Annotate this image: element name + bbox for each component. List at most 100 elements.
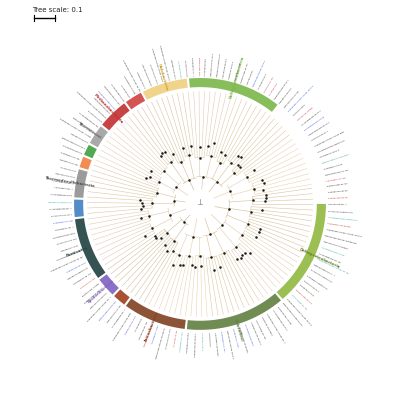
Text: Thermodesulfobacterium MAG-2: Thermodesulfobacterium MAG-2 <box>158 44 169 80</box>
Circle shape <box>187 191 213 217</box>
Text: Thermodesulfobacterium MAG-2: Thermodesulfobacterium MAG-2 <box>326 229 362 237</box>
Text: Candidatus str. A: Candidatus str. A <box>54 187 72 190</box>
Text: Thermodesulfobacterium MAG-2: Thermodesulfobacterium MAG-2 <box>286 298 312 326</box>
Text: Methanosarcina MAG-1: Methanosarcina MAG-1 <box>72 117 94 133</box>
Text: Thermodesulfobacterium bin1: Thermodesulfobacterium bin1 <box>314 131 345 147</box>
Text: Pyrococcus MAG-1: Pyrococcus MAG-1 <box>51 214 72 217</box>
Text: Uncultured isolate: Uncultured isolate <box>297 107 314 121</box>
Text: Archaeoglobus sp. M1: Archaeoglobus sp. M1 <box>318 253 341 263</box>
Polygon shape <box>100 274 119 295</box>
Text: Epsilonbacteria: Epsilonbacteria <box>87 279 115 304</box>
Text: Clostridium bacterium: Clostridium bacterium <box>97 90 114 109</box>
Text: Clostridium str. A: Clostridium str. A <box>191 57 193 76</box>
Text: Tree scale: 0.1: Tree scale: 0.1 <box>32 7 82 13</box>
Text: Thermococcus sp.: Thermococcus sp. <box>328 197 348 199</box>
Text: Uncultured archaeon: Uncultured archaeon <box>141 64 151 86</box>
Text: Thermococcus bin1: Thermococcus bin1 <box>125 315 137 335</box>
Text: Thermococcus MAG-1: Thermococcus MAG-1 <box>194 332 196 357</box>
Text: Thermococcus MAG-2: Thermococcus MAG-2 <box>250 322 260 345</box>
Text: Methanobacterium bacterium: Methanobacterium bacterium <box>324 235 357 244</box>
Text: Methanobacterium MAG-1: Methanobacterium MAG-1 <box>253 60 266 88</box>
Text: Deltaproteobacteria: Deltaproteobacteria <box>299 248 341 270</box>
Text: Halobacterium MAG-1: Halobacterium MAG-1 <box>274 79 290 100</box>
Text: Clostridium clone: Clostridium clone <box>232 328 238 347</box>
Text: Pyrococcus sp. M1: Pyrococcus sp. M1 <box>56 239 77 246</box>
Text: Archaeal MAG-2: Archaeal MAG-2 <box>258 74 268 90</box>
Text: Candidatus archaeon: Candidatus archaeon <box>214 331 218 355</box>
Text: Bacterial MAG-1: Bacterial MAG-1 <box>229 61 234 79</box>
Text: Firmicutes: Firmicutes <box>66 246 89 259</box>
Text: Desulfovibrio archaeon: Desulfovibrio archaeon <box>322 241 348 249</box>
Text: Smithella MAG-1: Smithella MAG-1 <box>303 280 319 292</box>
Text: Archaeoglobus str. A: Archaeoglobus str. A <box>49 208 72 210</box>
Text: Thermodesulfobacterium archaeon: Thermodesulfobacterium archaeon <box>76 91 106 118</box>
Text: Geobacter isolate: Geobacter isolate <box>279 88 292 104</box>
Text: Spirochaeta sp. M1: Spirochaeta sp. M1 <box>255 319 266 339</box>
Text: Archaeoglobus str. A: Archaeoglobus str. A <box>112 308 126 328</box>
Text: Pyrococcus bacterium: Pyrococcus bacterium <box>328 210 353 213</box>
Text: Bacterial MAG-1: Bacterial MAG-1 <box>136 71 146 88</box>
Text: Desulfovibrio isolate: Desulfovibrio isolate <box>90 292 108 309</box>
Text: Pyrococcus sp. M1: Pyrococcus sp. M1 <box>166 329 172 349</box>
Text: Pelotomaculum MAG-2: Pelotomaculum MAG-2 <box>56 250 81 261</box>
Text: Archaeal isolate: Archaeal isolate <box>177 59 181 77</box>
Text: Pyrococcus bacterium: Pyrococcus bacterium <box>310 269 332 283</box>
Text: Thermodesulfobacterium sp. B2: Thermodesulfobacterium sp. B2 <box>316 258 348 274</box>
Text: Chlorobium isolate: Chlorobium isolate <box>122 76 134 94</box>
Text: Archaeoglobus bin1: Archaeoglobus bin1 <box>50 194 72 197</box>
Polygon shape <box>187 293 281 330</box>
Text: Bacterial bacterium: Bacterial bacterium <box>277 306 291 324</box>
Text: Thermodesulfobacterium clone: Thermodesulfobacterium clone <box>151 48 163 82</box>
Text: Pelotomaculum clone: Pelotomaculum clone <box>320 247 344 256</box>
Polygon shape <box>90 126 108 147</box>
Text: Desulfovibrio bin1: Desulfovibrio bin1 <box>55 173 74 178</box>
Text: Syntrophus sp. B2: Syntrophus sp. B2 <box>60 152 80 160</box>
Text: Archaeal bin1: Archaeal bin1 <box>134 318 142 332</box>
Text: Uncultured sp. M1: Uncultured sp. M1 <box>139 321 148 340</box>
Polygon shape <box>74 200 84 217</box>
Text: Clostridium bin1: Clostridium bin1 <box>299 284 314 297</box>
Text: Bacterial archaeon: Bacterial archaeon <box>261 316 272 335</box>
Text: Thermodesulfobacterium MAG-1: Thermodesulfobacterium MAG-1 <box>288 85 314 112</box>
Text: Syntrophus sp. M1: Syntrophus sp. M1 <box>180 331 184 352</box>
Polygon shape <box>143 79 188 100</box>
Text: Chlorobium str. A: Chlorobium str. A <box>55 227 74 231</box>
Text: Archaeal MAG-2: Archaeal MAG-2 <box>201 332 203 350</box>
Text: Syntrophus archaeon: Syntrophus archaeon <box>327 223 350 227</box>
Polygon shape <box>277 204 326 299</box>
Text: Bacteroides sp. B2: Bacteroides sp. B2 <box>327 183 348 187</box>
Polygon shape <box>114 289 130 305</box>
Text: Pyrococcus sp.: Pyrococcus sp. <box>184 60 187 76</box>
Text: Bacteroides isolate: Bacteroides isolate <box>82 283 100 297</box>
Text: Methanosarcina MAG-1: Methanosarcina MAG-1 <box>61 137 85 149</box>
Text: Thermococcus sp.: Thermococcus sp. <box>328 190 348 193</box>
Text: Thermodesulfobacterium sp. B2: Thermodesulfobacterium sp. B2 <box>50 256 83 272</box>
Text: Archaeal isolate: Archaeal isolate <box>204 58 206 76</box>
Text: Thermococci: Thermococci <box>78 122 103 141</box>
Text: Desulfovibrio sp. B2: Desulfovibrio sp. B2 <box>284 90 300 108</box>
Text: Pelotomaculum bacterium: Pelotomaculum bacterium <box>317 139 345 152</box>
Text: Spirochaeta sp. M1: Spirochaeta sp. M1 <box>291 294 307 310</box>
Text: Syntrophus sp. B2: Syntrophus sp. B2 <box>53 220 73 224</box>
Text: Halobacteria: Halobacteria <box>157 63 168 91</box>
Text: Thermodesulfobacteria: Thermodesulfobacteria <box>44 176 95 188</box>
Text: Archaeal sp. B2: Archaeal sp. B2 <box>174 330 178 347</box>
Text: Archaeoglobus str. A: Archaeoglobus str. A <box>51 179 73 185</box>
Text: Pyrococcus bin1: Pyrococcus bin1 <box>87 110 102 123</box>
Text: Geobacter bacterium: Geobacter bacterium <box>68 267 89 280</box>
Text: Desulfovibrio sp. B2: Desulfovibrio sp. B2 <box>107 305 122 323</box>
Text: Bacteroides MAG-2: Bacteroides MAG-2 <box>295 289 312 305</box>
Text: Methanobacterota: Methanobacterota <box>93 93 124 125</box>
Text: Clostridium isolate: Clostridium isolate <box>187 332 190 353</box>
Text: Pelotomaculum sp.: Pelotomaculum sp. <box>62 145 82 154</box>
Text: Pyrococcus sp.: Pyrococcus sp. <box>60 167 76 172</box>
Text: Methanosarcina isolate: Methanosarcina isolate <box>99 301 117 321</box>
Text: Syntrophus sp. M1: Syntrophus sp. M1 <box>220 331 224 351</box>
Text: Actinobacteria: Actinobacteria <box>144 311 159 342</box>
Text: Deltaproteobacteria: Deltaproteobacteria <box>229 56 246 99</box>
Text: Thermodesulfobacterium isolate: Thermodesulfobacterium isolate <box>59 118 91 138</box>
Text: Geobacter isolate: Geobacter isolate <box>70 133 88 143</box>
Text: Chlorobium sp. M1: Chlorobium sp. M1 <box>74 272 92 285</box>
Text: Smithella bin1: Smithella bin1 <box>293 105 306 116</box>
Text: Desulfovibrio MAG-2: Desulfovibrio MAG-2 <box>211 53 214 76</box>
